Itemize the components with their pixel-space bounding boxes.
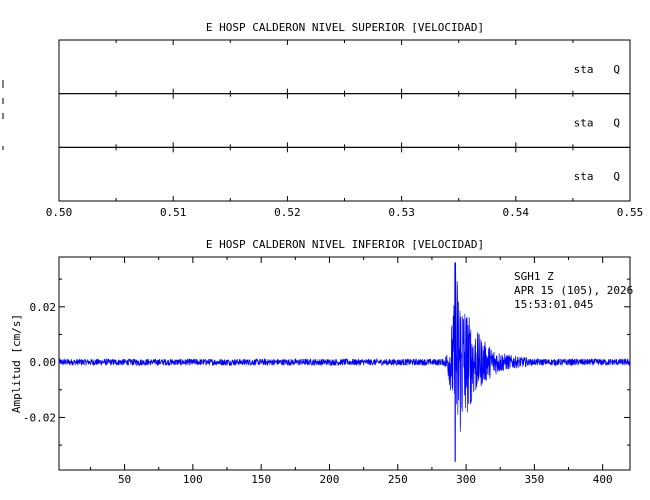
- bottom-y-tick-label: -0.02: [23, 411, 56, 424]
- top-chart-title: E HOSP CALDERON NIVEL SUPERIOR [VELOCIDA…: [206, 21, 484, 34]
- bottom-y-tick-label: 0.00: [30, 356, 57, 369]
- bottom-plot-frame: [58, 256, 631, 471]
- bottom-chart-title: E HOSP CALDERON NIVEL INFERIOR [VELOCIDA…: [206, 238, 484, 251]
- top-chart: E HOSP CALDERON NIVEL SUPERIOR [VELOCIDA…: [2, 21, 644, 219]
- top-panel-2: sta Q: [58, 93, 631, 148]
- top-x-tick-label: 0.53: [388, 206, 415, 219]
- annotation-date: APR 15 (105), 2026: [514, 284, 633, 297]
- top-panel-frame: [58, 146, 631, 202]
- bottom-x-tick-label: 300: [456, 473, 476, 486]
- top-panel-3: sta Q: [58, 146, 631, 202]
- annotation-station: SGH1 Z: [514, 270, 554, 283]
- top-panel-frame: [58, 39, 631, 95]
- top-panel-label: sta Q: [574, 63, 620, 76]
- top-panel-label: sta Q: [574, 117, 620, 130]
- bottom-y-tick-label: 0.02: [30, 301, 57, 314]
- top-x-tick-label: 0.51: [160, 206, 187, 219]
- top-panel-frame: [58, 93, 631, 148]
- bottom-x-tick-label: 100: [183, 473, 203, 486]
- top-x-tick-label: 0.55: [617, 206, 644, 219]
- waveform-trace-sgh1-z: [58, 262, 631, 462]
- top-x-tick-label: 0.52: [274, 206, 301, 219]
- bottom-x-tick-label: 400: [593, 473, 613, 486]
- bottom-x-tick-label: 50: [118, 473, 131, 486]
- annotation-time: 15:53:01.045: [514, 298, 593, 311]
- station-annotation: SGH1 Z APR 15 (105), 2026 15:53:01.045: [514, 270, 633, 311]
- bottom-x-tick-label: 200: [320, 473, 340, 486]
- bottom-x-tick-label: 350: [524, 473, 544, 486]
- top-x-tick-label: 0.50: [46, 206, 73, 219]
- top-x-tick-label: 0.54: [503, 206, 530, 219]
- bottom-x-tick-label: 250: [388, 473, 408, 486]
- bottom-y-axis-label: Amplitud [cm/s]: [10, 314, 23, 413]
- bottom-x-tick-label: 150: [251, 473, 271, 486]
- top-panel-label: sta Q: [574, 170, 620, 183]
- top-panel-1: sta Q: [58, 39, 631, 95]
- bottom-chart: E HOSP CALDERON NIVEL INFERIOR [VELOCIDA…: [10, 238, 633, 486]
